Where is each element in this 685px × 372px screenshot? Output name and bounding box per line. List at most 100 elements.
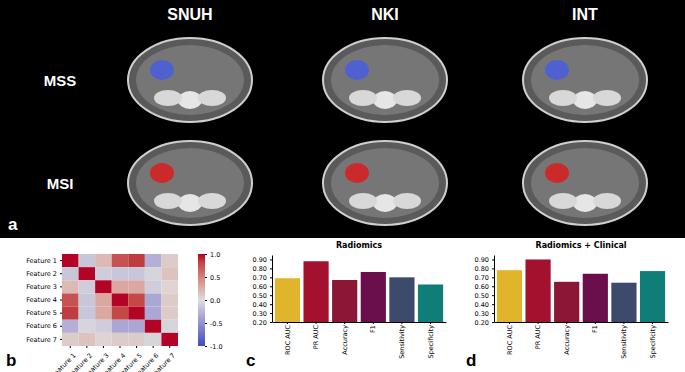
tick-mark xyxy=(595,322,596,324)
chart-title: Radiomics + Clinical xyxy=(535,241,626,250)
bars xyxy=(275,261,443,322)
tick: 0.0 xyxy=(205,297,220,305)
tick-label: 0.90 xyxy=(253,256,267,264)
chart-title: Radiomics xyxy=(336,241,382,250)
heatmap-cell xyxy=(128,293,145,306)
tick: Feature 5 xyxy=(26,309,62,317)
heatmap-cell xyxy=(145,333,162,346)
ct-tumor-mask xyxy=(545,163,569,183)
tick: Feature 4 xyxy=(26,296,62,304)
heatmap-cell xyxy=(62,333,79,346)
tick: 0.30 xyxy=(253,310,272,318)
bar xyxy=(418,284,443,322)
tick: -1.0 xyxy=(205,343,223,351)
tick-label: Feature 7 xyxy=(26,336,57,344)
axis-line xyxy=(206,255,208,347)
ct-bone xyxy=(178,91,202,109)
tick-mark xyxy=(205,346,207,347)
ct-tissue xyxy=(531,45,639,115)
tick: 0.80 xyxy=(475,265,494,273)
row-header: MSI xyxy=(47,175,74,192)
ct-tumor-mask xyxy=(150,163,174,183)
tick-mark xyxy=(316,322,317,324)
heatmap-cell xyxy=(145,267,162,280)
tick-label: 0.20 xyxy=(253,319,267,327)
tick-label: -1.0 xyxy=(210,343,223,351)
tick: 0.30 xyxy=(475,310,494,318)
tick: 0.40 xyxy=(253,301,272,309)
figure: SNUHNKIINTMSSMSIaFeature 1Feature 2Featu… xyxy=(0,0,685,372)
heatmap-cell xyxy=(128,320,145,333)
heatmap-cell xyxy=(161,267,178,280)
tick-label: 0.30 xyxy=(253,310,267,318)
tick-mark xyxy=(60,273,62,274)
tick-label: Feature 7 xyxy=(150,352,177,372)
tick: Sensitivity xyxy=(620,322,628,359)
tick-label: 0.40 xyxy=(253,301,267,309)
heatmap-cells xyxy=(62,254,178,346)
tick-mark xyxy=(430,322,431,324)
tick: 0.60 xyxy=(475,283,494,291)
tick-label: 0.60 xyxy=(253,283,267,291)
ct-tissue xyxy=(136,45,244,115)
tick-label: Specificity xyxy=(427,325,435,359)
heatmap-cell xyxy=(95,293,112,306)
heatmap-cell xyxy=(112,320,129,333)
heatmap-cell xyxy=(145,254,162,267)
ct-image xyxy=(323,141,447,225)
ct-bone xyxy=(573,194,597,212)
axis-line xyxy=(60,255,63,347)
heatmap-cell xyxy=(161,254,178,267)
heatmap-cell xyxy=(62,293,79,306)
heatmap-cell xyxy=(79,280,96,293)
tick: 0.5 xyxy=(205,274,220,282)
tick: Specificity xyxy=(427,322,435,359)
tick: PR AUC xyxy=(312,322,320,349)
tick-mark xyxy=(60,326,62,327)
ct-bone xyxy=(349,90,377,106)
tick-mark xyxy=(566,322,567,324)
bar xyxy=(640,271,665,322)
tick-label: Feature 5 xyxy=(26,309,57,317)
tick-mark xyxy=(205,323,207,324)
ct-tissue xyxy=(136,148,244,218)
heatmap-cell xyxy=(79,333,96,346)
y-axis: 0.200.300.400.500.600.700.800.90 xyxy=(475,256,495,327)
ct-body xyxy=(523,141,647,225)
panel-label: b xyxy=(6,351,16,370)
tick: Accuracy xyxy=(341,322,349,355)
tick: 0.70 xyxy=(253,274,272,282)
x-axis: ROC AUCPR AUCAccuracyF1SensitivitySpecif… xyxy=(495,322,669,359)
tick: 0.80 xyxy=(253,265,272,273)
tick-label: Feature 1 xyxy=(26,257,57,265)
tick-label: ROC AUC xyxy=(506,325,514,355)
tick-label: PR AUC xyxy=(534,325,542,350)
tick-mark xyxy=(60,313,62,314)
heatmap-cell xyxy=(112,307,129,320)
tick-mark xyxy=(120,346,121,348)
tick-mark xyxy=(287,322,288,324)
tick-mark xyxy=(492,268,494,269)
ct-image xyxy=(323,38,447,122)
tick-mark xyxy=(652,322,653,324)
tick: ROC AUC xyxy=(284,322,292,355)
heatmap-cell xyxy=(112,293,129,306)
colorbar xyxy=(198,254,205,346)
tick-label: Specificity xyxy=(649,325,657,359)
tick-mark xyxy=(153,346,154,348)
heatmap-cell xyxy=(112,254,129,267)
tick-mark xyxy=(103,346,104,348)
tick-label: -0.5 xyxy=(210,320,223,328)
tick: 0.50 xyxy=(475,292,494,300)
ct-bone xyxy=(373,194,397,212)
tick-label: PR AUC xyxy=(312,325,320,350)
bars xyxy=(497,259,665,322)
ct-image xyxy=(523,141,647,225)
heatmap-cell xyxy=(112,267,129,280)
heatmap-cell xyxy=(128,254,145,267)
heatmap-cell xyxy=(128,267,145,280)
heatmap-cell xyxy=(79,307,96,320)
tick-mark xyxy=(270,259,272,260)
tick-label: 0.30 xyxy=(475,310,489,318)
heatmap-cell xyxy=(161,320,178,333)
